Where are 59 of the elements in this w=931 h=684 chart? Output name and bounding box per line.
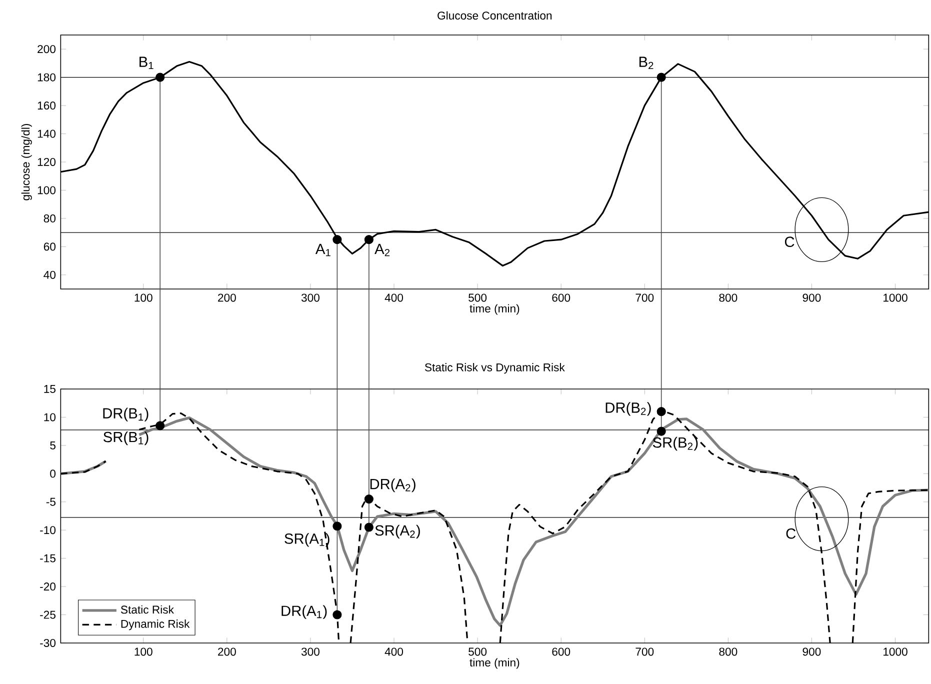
y-tick-label: 120 bbox=[38, 158, 56, 166]
x-tick-label: 600 bbox=[552, 294, 570, 302]
x-tick-label: 100 bbox=[134, 648, 152, 656]
y-tick-label: 100 bbox=[38, 186, 56, 194]
y-tick-label: 40 bbox=[44, 270, 56, 279]
y-tick-label: 15 bbox=[44, 385, 56, 393]
x-tick-label: 800 bbox=[719, 648, 738, 656]
annotation: C bbox=[784, 236, 794, 248]
y-tick-label: 140 bbox=[38, 130, 56, 138]
annotation: DR(B$_{1}$) bbox=[103, 408, 148, 422]
x-tick-label: 600 bbox=[552, 648, 570, 656]
y-tick-label: 200 bbox=[38, 45, 56, 54]
annotation: B$_{2}$ bbox=[639, 56, 654, 70]
x-tick-label: 800 bbox=[719, 294, 738, 302]
y-tick-label: 180 bbox=[38, 73, 56, 82]
x-tick-label: 400 bbox=[384, 294, 404, 302]
x-tick-label: 900 bbox=[802, 648, 821, 656]
annotation: B$_{1}$ bbox=[140, 56, 154, 70]
annotation: DR(A$_{2}$) bbox=[370, 478, 416, 492]
x-tick-label: 100 bbox=[134, 294, 152, 302]
x-tick-label: 1000 bbox=[884, 648, 908, 656]
y-tick-label: -20 bbox=[40, 582, 56, 591]
y-tick-label: 60 bbox=[44, 242, 56, 251]
y-tick-label: -10 bbox=[40, 526, 56, 534]
x-tick-label: 700 bbox=[636, 294, 654, 302]
y-tick-label: 10 bbox=[44, 413, 56, 422]
y-tick-label: 160 bbox=[38, 102, 56, 110]
annotation: DR(A$_{1}$) bbox=[282, 605, 327, 619]
x-tick-label: 300 bbox=[301, 294, 320, 302]
x-tick-label: 400 bbox=[384, 648, 404, 656]
x-tick-label: 200 bbox=[218, 294, 236, 302]
legend-label: Dynamic Risk bbox=[121, 620, 190, 630]
x-tick-label: 300 bbox=[301, 648, 320, 656]
y-tick-label: -15 bbox=[40, 554, 56, 562]
y-tick-label: 0 bbox=[50, 470, 56, 478]
x-tick-label: 500 bbox=[468, 648, 487, 656]
annotation: A$_{1}$ bbox=[315, 244, 330, 256]
x-tick-label: 200 bbox=[218, 648, 236, 656]
annotation: C bbox=[786, 528, 796, 539]
x-tick-label: 700 bbox=[636, 648, 654, 656]
y-tick-label: 80 bbox=[44, 214, 56, 222]
x-tick-label: 1000 bbox=[884, 294, 908, 302]
x-tick-label: 500 bbox=[468, 294, 487, 302]
y-tick-label: 5 bbox=[50, 441, 56, 450]
x-axis-title: time (min) bbox=[470, 658, 520, 669]
legend-label: Static Risk bbox=[120, 605, 174, 614]
x-axis-title: time (min) bbox=[470, 304, 520, 315]
y-tick-label: -5 bbox=[46, 498, 56, 506]
y-tick-label: -25 bbox=[40, 610, 56, 619]
chart-title: Static Risk vs Dynamic Risk bbox=[424, 363, 565, 374]
chart-title: Glucose Concentration bbox=[438, 11, 552, 20]
annotation: SR(B$_{1}$) bbox=[104, 431, 148, 446]
annotation: DR(B$_{2}$) bbox=[606, 402, 651, 416]
annotation: SR(B$_{2}$) bbox=[652, 436, 698, 451]
y-tick-label: -30 bbox=[40, 638, 56, 647]
annotation: A$_{2}$ bbox=[374, 244, 390, 256]
annotation: SR(A$_{2}$) bbox=[375, 524, 420, 539]
y-axis-title: glucose (mg/dl) bbox=[21, 124, 32, 200]
x-tick-label: 900 bbox=[802, 294, 821, 302]
